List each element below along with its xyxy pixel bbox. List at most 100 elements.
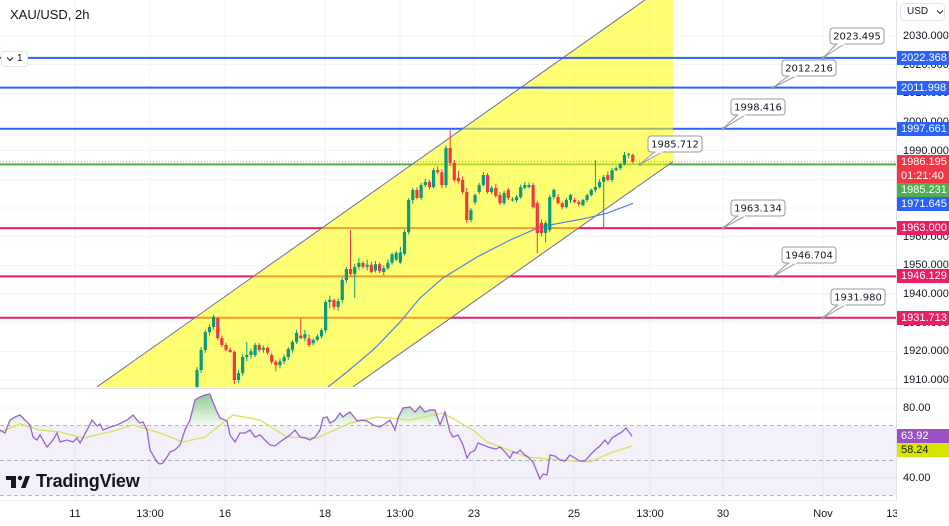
candle[interactable] [415,187,419,200]
candle[interactable] [560,201,564,210]
candle[interactable] [261,345,265,353]
candle[interactable] [527,182,531,189]
candle[interactable] [597,179,602,189]
candles[interactable] [195,130,635,388]
candle[interactable] [382,265,386,276]
candle[interactable] [311,338,315,346]
candle[interactable] [336,298,340,311]
candle[interactable] [411,187,415,204]
candle[interactable] [390,252,394,265]
price-note-callout[interactable]: 1998.416 [721,98,786,131]
candle[interactable] [423,178,427,188]
candle[interactable] [448,130,452,167]
candle[interactable] [585,193,589,203]
candle[interactable] [577,199,581,207]
candle[interactable] [241,354,245,376]
candle[interactable] [523,182,527,190]
candle[interactable] [490,185,494,195]
candle[interactable] [340,277,344,303]
candle[interactable] [236,369,241,383]
candle[interactable] [539,219,544,237]
candle[interactable] [207,324,212,336]
price-note-callout[interactable]: 1946.704 [771,246,837,279]
candle[interactable] [627,152,631,159]
candle[interactable] [274,359,278,372]
candle[interactable] [465,187,469,223]
channel-lower-line[interactable] [352,161,674,388]
collapse-indicators-button[interactable]: 1 [1,51,28,67]
symbol-title[interactable]: XAU/USD, 2h [10,7,90,22]
candle[interactable] [328,295,332,309]
candle[interactable] [373,261,378,273]
price-note-callout[interactable]: 2012.216 [771,59,837,90]
price-note-callout[interactable]: 1985.712 [638,135,703,166]
candle[interactable] [622,152,627,166]
candle[interactable] [552,188,556,200]
price-note-callout[interactable]: 1931.980 [821,288,886,320]
candle[interactable] [440,169,444,189]
candle[interactable] [212,314,216,330]
candle[interactable] [593,160,597,193]
rsi-axis[interactable]: 80.00 40.00 63.92 58.24 [896,389,949,500]
candle[interactable] [265,346,270,355]
candle[interactable] [473,193,477,205]
rsi-indicator-pane[interactable] [0,389,897,500]
candle[interactable] [502,190,506,206]
parallel-channel[interactable] [96,0,674,388]
candle[interactable] [531,182,535,209]
candle[interactable] [407,197,411,235]
rsi-line[interactable] [0,393,633,481]
candle[interactable] [452,159,456,183]
price-chart-pane[interactable]: 2023.495 2012.216 1998.416 1985.712 1963.134… [0,0,897,388]
candle[interactable] [506,187,510,200]
candle[interactable] [573,197,577,204]
candle[interactable] [257,342,261,352]
candle[interactable] [353,263,357,299]
candle[interactable] [232,350,236,385]
candle[interactable] [436,166,440,175]
candle[interactable] [220,335,224,348]
candle[interactable] [245,341,249,362]
candle[interactable] [618,162,622,171]
candle[interactable] [564,197,568,209]
candle[interactable] [369,261,373,274]
candle[interactable] [402,229,407,256]
candle[interactable] [348,230,353,277]
candle[interactable] [270,352,274,365]
candle[interactable] [307,334,311,348]
candle[interactable] [485,173,490,194]
price-axis[interactable]: 2030.0002020.0002010.0002000.0001990.000… [896,0,949,388]
candle[interactable] [216,316,220,340]
price-note-callout[interactable]: 1963.134 [721,199,786,230]
tradingview-logo[interactable]: TradingView [6,471,140,492]
candle[interactable] [544,220,548,243]
candle[interactable] [589,188,593,197]
candle[interactable] [519,184,523,199]
candle[interactable] [631,153,635,164]
moving-average-line[interactable] [327,202,634,388]
candle[interactable] [282,354,286,365]
channel-upper-line[interactable] [96,0,673,388]
candle[interactable] [386,259,390,270]
candle[interactable] [199,347,203,373]
candle[interactable] [444,145,448,188]
candle[interactable] [278,358,282,369]
candle[interactable] [610,167,614,183]
candle[interactable] [361,261,365,269]
candle[interactable] [398,246,402,264]
candle[interactable] [290,340,295,353]
candle[interactable] [456,170,461,184]
candle[interactable] [535,200,539,254]
pane-separator-handle[interactable] [0,388,949,389]
candle[interactable] [357,258,361,270]
currency-select[interactable]: USD [900,3,945,21]
candle[interactable] [568,193,573,203]
candle[interactable] [494,183,498,198]
candle[interactable] [365,259,369,271]
candle[interactable] [299,318,303,340]
candle[interactable] [332,298,336,310]
candle[interactable] [461,176,465,195]
candle[interactable] [394,251,398,262]
candle[interactable] [253,342,257,358]
candle[interactable] [498,192,502,206]
